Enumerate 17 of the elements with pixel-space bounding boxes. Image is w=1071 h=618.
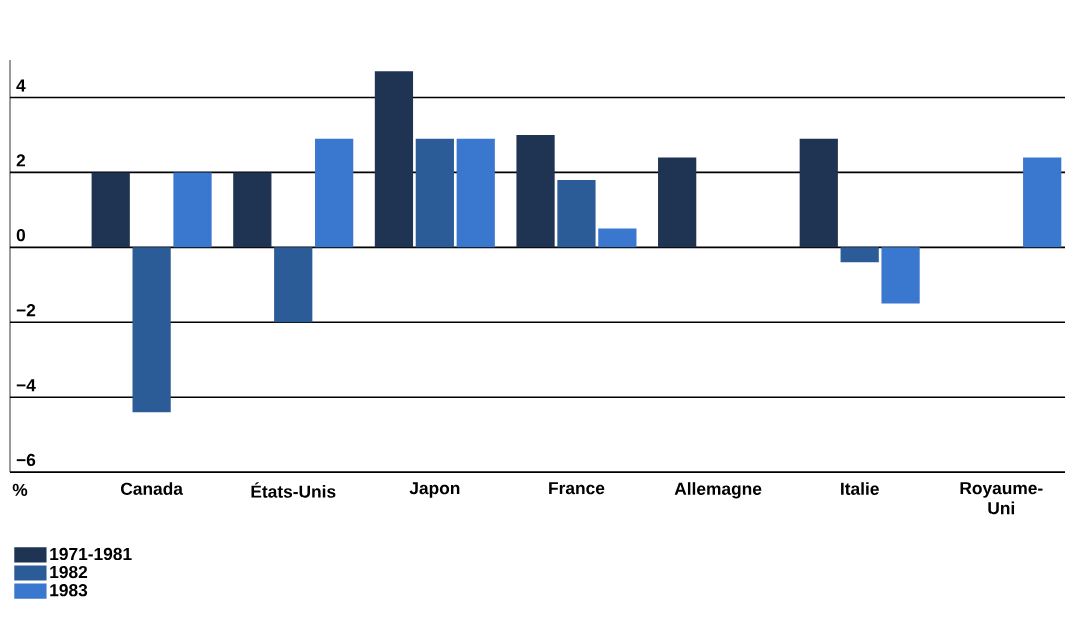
- x-tick-label: France: [549, 482, 605, 495]
- text: %: [12, 483, 28, 496]
- y-tick-label: −4: [16, 379, 36, 392]
- y-tick-label: 2: [16, 154, 26, 167]
- x-tick-label: Allemagne: [674, 482, 762, 499]
- y-tick-label: −2: [16, 304, 36, 317]
- legend-label: 1982: [50, 565, 88, 579]
- y-tick-label: 4: [16, 79, 26, 92]
- x-tick-label: États-Unis: [251, 482, 336, 498]
- legend-label: 1983: [50, 583, 88, 597]
- legend-label: 1971-1981: [50, 547, 132, 560]
- y-tick-label: 0: [16, 228, 25, 242]
- x-tick-label: Canada: [121, 482, 184, 495]
- y-tick-label: −6: [16, 453, 36, 466]
- x-tick-label: Italie: [841, 482, 879, 495]
- x-tick-label: Royaume-Uni: [960, 482, 1043, 515]
- x-tick-label: Japon: [409, 482, 460, 498]
